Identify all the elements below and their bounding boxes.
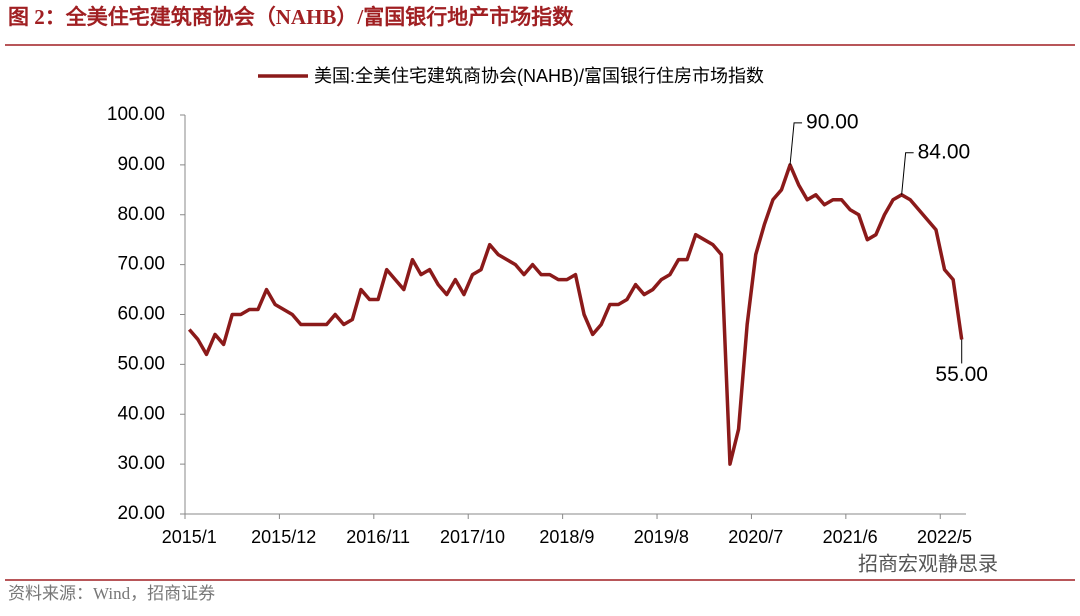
series-line xyxy=(187,163,964,466)
x-tick-label: 2017/10 xyxy=(440,527,505,547)
watermark: 招商宏观静思录 xyxy=(858,552,998,575)
value-label: 90.00 xyxy=(806,110,859,133)
chart-title: 图 2：全美住宅建筑商协会（NAHB）/富国银行地产市场指数 xyxy=(8,5,574,29)
x-tick-label: 2018/9 xyxy=(539,527,594,547)
x-tick-label: 2022/5 xyxy=(917,527,972,547)
y-tick-label: 70.00 xyxy=(117,254,165,275)
y-tick-label: 80.00 xyxy=(117,204,165,225)
value-label: 84.00 xyxy=(918,140,971,163)
y-tick-label: 60.00 xyxy=(117,304,165,325)
x-tick-label: 2020/7 xyxy=(728,527,783,547)
x-tick-label: 2021/6 xyxy=(823,527,878,547)
label-leader xyxy=(789,122,803,165)
source: 资料来源：Wind，招商证券 xyxy=(8,584,215,603)
label-leader xyxy=(901,152,914,195)
y-tick-label: 20.00 xyxy=(117,503,165,524)
y-tick-label: 90.00 xyxy=(117,154,165,175)
x-tick-label: 2015/1 xyxy=(162,527,217,547)
x-tick-label: 2019/8 xyxy=(634,527,689,547)
y-tick-label: 40.00 xyxy=(117,403,165,424)
x-tick-label: 2016/11 xyxy=(346,527,410,547)
y-tick-label: 100.00 xyxy=(107,104,165,125)
y-tick-label: 50.00 xyxy=(117,353,165,374)
x-tick-label: 2015/12 xyxy=(251,527,316,547)
y-tick-label: 30.00 xyxy=(117,453,165,474)
legend-label: 美国:全美住宅建筑商协会(NAHB)/富国银行住房市场指数 xyxy=(314,66,764,86)
value-label: 55.00 xyxy=(935,363,988,386)
